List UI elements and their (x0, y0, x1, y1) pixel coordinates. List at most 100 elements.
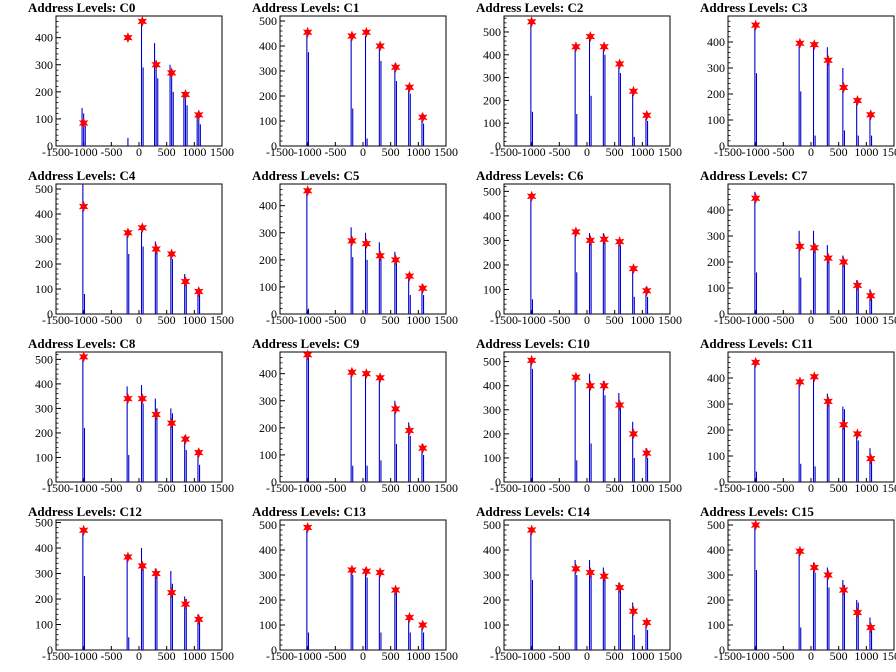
x-tick-label: -1000 (742, 481, 770, 495)
y-tick-label: 0 (47, 643, 53, 657)
x-tick-label: 0 (808, 481, 814, 495)
x-tick-label: 500 (606, 145, 624, 159)
x-tick-label: -1000 (742, 313, 770, 327)
peak-marker (166, 587, 177, 599)
peak-marker (375, 567, 385, 578)
peak-marker (750, 19, 761, 31)
x-tick-label: -1500 (490, 145, 518, 159)
y-tick-label: 200 (707, 87, 725, 101)
chart-title: Address Levels: C7 (700, 168, 808, 183)
y-tick-label: 400 (483, 543, 501, 557)
peak-marker (866, 109, 876, 121)
x-tick-label: 1000 (406, 649, 430, 663)
y-tick-label: 400 (259, 39, 277, 53)
peak-marker (599, 380, 609, 392)
peak-marker (302, 349, 313, 361)
x-tick-label: 500 (606, 313, 624, 327)
peak-marker (571, 563, 581, 575)
chart-panel-2: Address Levels: C20100200300400500-1500-… (476, 0, 682, 159)
peak-marker (361, 565, 372, 577)
peak-marker (123, 227, 133, 239)
x-tick-label: 1500 (210, 481, 234, 495)
y-tick-label: 0 (271, 643, 277, 657)
x-tick-label: 0 (584, 145, 590, 159)
peak-marker (302, 522, 313, 533)
y-tick-label: 400 (707, 35, 725, 49)
y-tick-label: 300 (483, 71, 501, 85)
peak-marker (390, 403, 401, 415)
peak-marker (795, 545, 805, 557)
y-tick-label: 200 (35, 257, 53, 271)
x-tick-label: -500 (100, 313, 122, 327)
y-tick-label: 200 (259, 593, 277, 607)
x-tick-label: -1500 (266, 481, 294, 495)
peak-marker (123, 393, 133, 405)
peak-marker (599, 570, 609, 582)
x-tick-label: 500 (158, 145, 176, 159)
y-tick-label: 0 (47, 139, 53, 153)
x-tick-label: -500 (324, 481, 346, 495)
peak-marker (614, 582, 625, 593)
peak-marker (404, 270, 415, 282)
y-tick-label: 200 (707, 593, 725, 607)
y-tick-label: 100 (35, 618, 53, 632)
plot-frame (55, 351, 223, 483)
x-tick-label: 0 (808, 313, 814, 327)
peak-marker (78, 524, 89, 536)
peak-marker (628, 263, 639, 275)
y-tick-label: 500 (483, 355, 501, 369)
x-tick-label: -1000 (70, 649, 98, 663)
x-tick-label: -500 (772, 481, 794, 495)
peak-marker (809, 562, 820, 573)
y-tick-label: 200 (35, 426, 53, 440)
chart-title: Address Levels: C2 (476, 0, 583, 15)
chart-title: Address Levels: C13 (252, 504, 366, 519)
peak-marker (166, 67, 177, 79)
peak-marker (585, 380, 596, 392)
x-tick-label: 1500 (434, 481, 458, 495)
x-tick-label: 500 (382, 649, 400, 663)
x-tick-label: -1000 (518, 481, 546, 495)
y-tick-label: 200 (483, 593, 501, 607)
peak-marker (750, 192, 761, 204)
peak-marker (123, 551, 133, 563)
y-tick-label: 400 (35, 31, 53, 45)
chart-title: Address Levels: C6 (476, 168, 584, 183)
x-tick-label: -500 (324, 145, 346, 159)
x-tick-label: -1500 (42, 313, 70, 327)
peak-marker (809, 371, 820, 383)
chart-title: Address Levels: C0 (28, 0, 135, 15)
chart-panel-8: Address Levels: C80100200300400500-1500-… (28, 336, 234, 495)
chart-panel-15: Address Levels: C15 0 100 200 300 400 500 -1500… (700, 504, 896, 663)
peak-marker (390, 584, 401, 596)
x-tick-label: 1500 (210, 313, 234, 327)
peak-marker (526, 524, 537, 536)
peak-marker (838, 419, 849, 431)
chart-title: Address Levels: C1 (252, 0, 359, 15)
chart-panel-4: Address Levels: C40100200300400500-1500-… (28, 168, 234, 327)
x-tick-label: 1500 (658, 145, 682, 159)
y-tick-label: 400 (35, 207, 53, 221)
y-tick-label: 500 (707, 518, 725, 532)
y-tick-label: 100 (483, 116, 501, 130)
y-tick-label: 0 (47, 307, 53, 321)
chart-title: Address Levels: C4 (28, 168, 136, 183)
peak-marker (137, 393, 148, 405)
y-tick-label: 500 (35, 182, 53, 196)
y-tick-label: 100 (35, 450, 53, 464)
peak-marker (823, 252, 833, 264)
x-tick-label: -1500 (490, 481, 518, 495)
y-tick-label: 200 (259, 421, 277, 435)
chart-panel-14: Address Levels: C14 0 100 200 300 400 500 -1500… (476, 504, 682, 663)
plot-frame (503, 351, 671, 483)
peak-marker (571, 371, 581, 383)
peak-marker (866, 290, 876, 302)
y-tick-label: 500 (259, 518, 277, 532)
plot-frame (279, 183, 447, 315)
peak-marker (123, 32, 133, 44)
peak-marker (823, 54, 833, 66)
y-tick-label: 400 (707, 371, 725, 385)
y-tick-label: 200 (35, 592, 53, 606)
peak-marker (151, 243, 161, 255)
x-tick-label: -1500 (42, 481, 70, 495)
